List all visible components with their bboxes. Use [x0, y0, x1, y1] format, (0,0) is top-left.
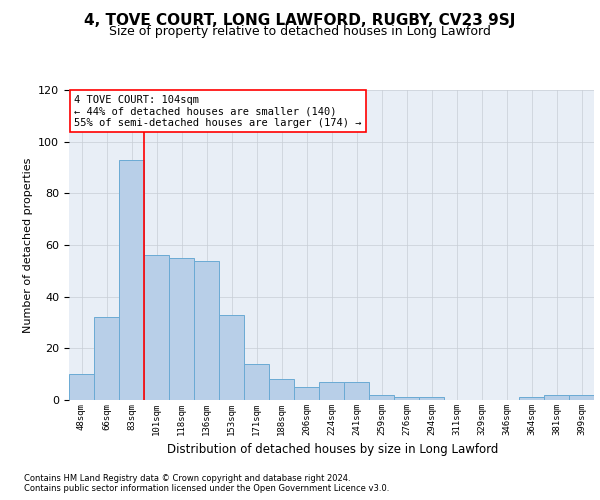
Bar	[244, 364, 269, 400]
Bar	[269, 380, 294, 400]
Bar	[219, 315, 244, 400]
Bar	[519, 398, 544, 400]
Bar	[344, 382, 369, 400]
Text: Contains HM Land Registry data © Crown copyright and database right 2024.: Contains HM Land Registry data © Crown c…	[24, 474, 350, 483]
Bar	[194, 260, 219, 400]
Bar	[94, 318, 119, 400]
Bar	[569, 395, 594, 400]
Bar	[119, 160, 144, 400]
Bar	[394, 398, 419, 400]
Text: Size of property relative to detached houses in Long Lawford: Size of property relative to detached ho…	[109, 25, 491, 38]
Bar	[319, 382, 344, 400]
Bar	[369, 395, 394, 400]
Bar	[69, 374, 94, 400]
Y-axis label: Number of detached properties: Number of detached properties	[23, 158, 32, 332]
Text: 4 TOVE COURT: 104sqm
← 44% of detached houses are smaller (140)
55% of semi-deta: 4 TOVE COURT: 104sqm ← 44% of detached h…	[74, 94, 362, 128]
Text: 4, TOVE COURT, LONG LAWFORD, RUGBY, CV23 9SJ: 4, TOVE COURT, LONG LAWFORD, RUGBY, CV23…	[85, 12, 515, 28]
Bar	[144, 256, 169, 400]
Bar	[544, 395, 569, 400]
Text: Contains public sector information licensed under the Open Government Licence v3: Contains public sector information licen…	[24, 484, 389, 493]
Bar	[419, 398, 444, 400]
Bar	[169, 258, 194, 400]
Text: Distribution of detached houses by size in Long Lawford: Distribution of detached houses by size …	[167, 442, 499, 456]
Bar	[294, 387, 319, 400]
